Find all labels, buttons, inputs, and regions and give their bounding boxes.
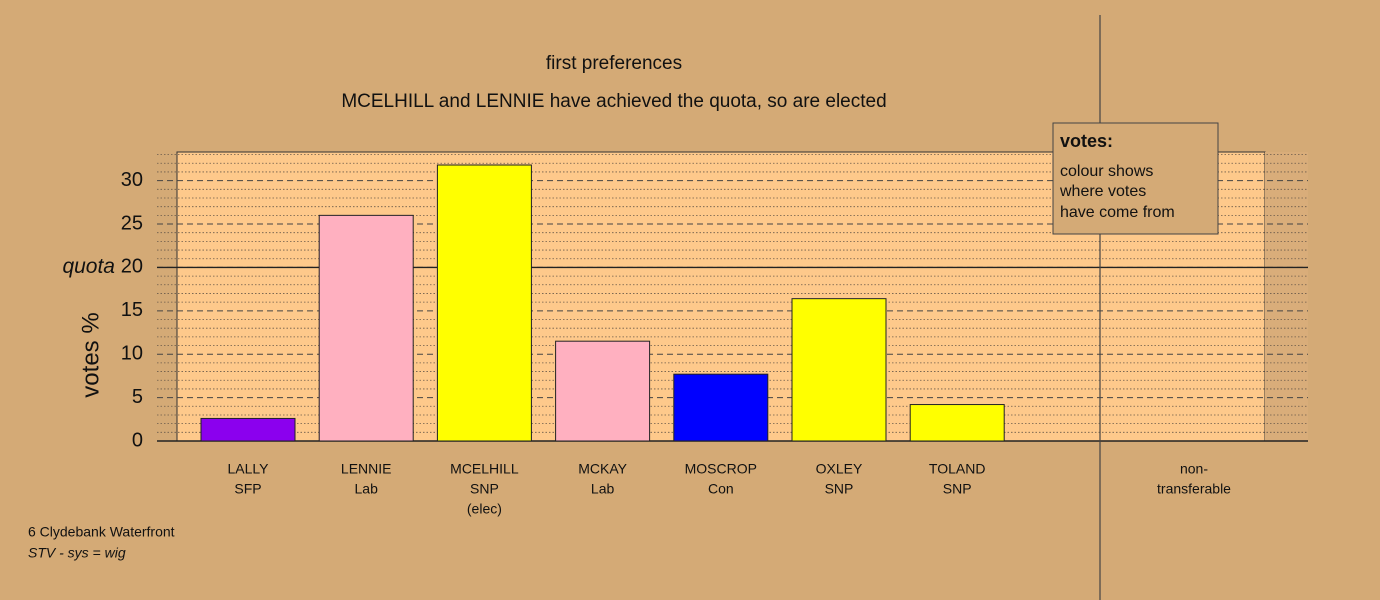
legend-text: colour shows bbox=[1060, 163, 1153, 180]
x-tick-label: LALLY bbox=[228, 461, 270, 477]
y-tick-label: 20 bbox=[121, 256, 143, 278]
chart-subtitle: MCELHILL and LENNIE have achieved the qu… bbox=[341, 91, 886, 112]
legend-title: votes: bbox=[1060, 131, 1113, 151]
plot-margin bbox=[1265, 152, 1308, 441]
y-tick-label: 30 bbox=[121, 169, 143, 191]
footnote: STV - sys = wig bbox=[28, 545, 126, 561]
y-axis-label: votes % bbox=[77, 312, 104, 397]
bar bbox=[318, 214, 414, 442]
x-tick-label: SNP bbox=[943, 481, 972, 497]
x-tick-label: non- bbox=[1180, 461, 1208, 477]
x-tick-label: MOSCROP bbox=[685, 461, 757, 477]
bar bbox=[555, 340, 651, 442]
bar bbox=[791, 298, 887, 442]
x-tick-label: transferable bbox=[1157, 481, 1231, 497]
bar bbox=[909, 404, 1005, 442]
y-tick-label: 5 bbox=[132, 386, 143, 408]
y-tick-label: 25 bbox=[121, 212, 143, 234]
x-tick-label: MCKAY bbox=[578, 461, 627, 477]
x-tick-label: Lab bbox=[355, 481, 379, 497]
x-tick-label: Con bbox=[708, 481, 734, 497]
x-tick-label: SNP bbox=[470, 481, 499, 497]
x-tick-label: OXLEY bbox=[816, 461, 863, 477]
x-tick-label: SNP bbox=[825, 481, 854, 497]
legend-text: where votes bbox=[1059, 183, 1146, 200]
legend-box bbox=[1052, 122, 1219, 235]
chart-title: first preferences bbox=[546, 53, 682, 74]
bar bbox=[436, 164, 532, 442]
x-tick-label: MCELHILL bbox=[450, 461, 519, 477]
bar bbox=[200, 417, 296, 442]
quota-label: quota bbox=[62, 255, 115, 278]
x-tick-label: LENNIE bbox=[341, 461, 392, 477]
x-tick-label: TOLAND bbox=[929, 461, 986, 477]
x-tick-label: SFP bbox=[234, 481, 261, 497]
legend-text: have come from bbox=[1060, 204, 1175, 221]
x-tick-label: (elec) bbox=[467, 501, 502, 517]
bar bbox=[673, 373, 769, 442]
y-tick-label: 15 bbox=[121, 299, 143, 321]
bars bbox=[200, 164, 1005, 442]
y-tick-label: 10 bbox=[121, 342, 143, 364]
footnote: 6 Clydebank Waterfront bbox=[28, 524, 175, 540]
x-tick-label: Lab bbox=[591, 481, 615, 497]
y-tick-label: 0 bbox=[132, 429, 143, 451]
